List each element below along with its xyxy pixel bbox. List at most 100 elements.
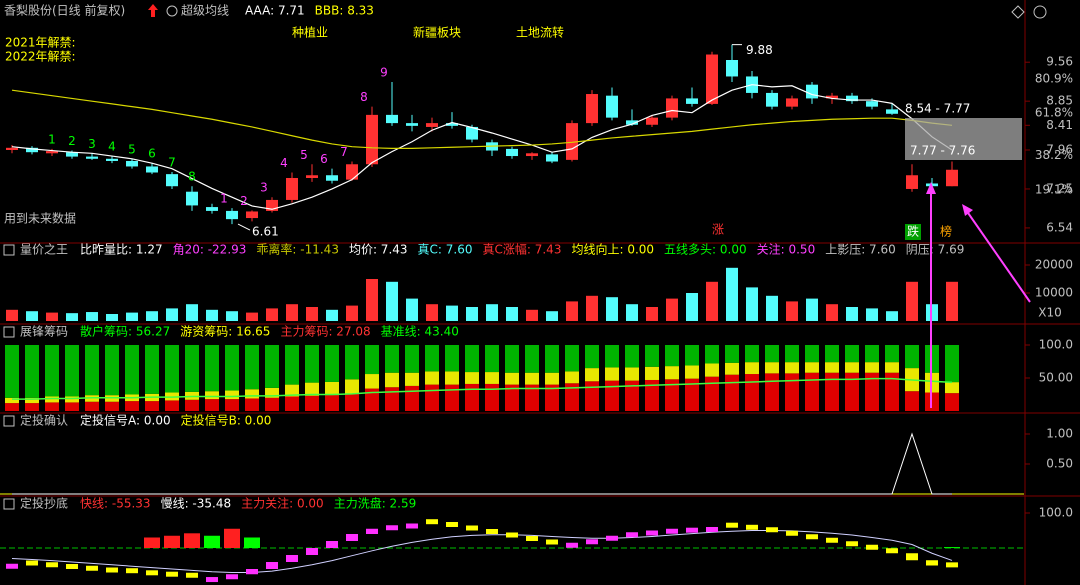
candle-body bbox=[826, 95, 838, 99]
chip-segment bbox=[805, 362, 819, 373]
chip-segment bbox=[505, 345, 519, 373]
panel-icon[interactable] bbox=[3, 244, 15, 256]
chip-segment bbox=[5, 397, 19, 404]
volume-bar bbox=[306, 307, 318, 321]
unlock-label: 2021年解禁: bbox=[5, 36, 76, 50]
chip-segment bbox=[345, 379, 359, 394]
panel-icon[interactable] bbox=[3, 415, 15, 427]
chip-segment bbox=[785, 373, 799, 411]
chip-segment bbox=[865, 372, 879, 411]
chip-segment bbox=[525, 384, 539, 411]
settings-icon[interactable] bbox=[166, 5, 178, 17]
window-icon[interactable] bbox=[1011, 5, 1025, 19]
wash-bar bbox=[204, 535, 220, 548]
volume-bar bbox=[826, 304, 838, 321]
volume-bar bbox=[366, 279, 378, 321]
chip-segment bbox=[645, 366, 659, 380]
fast-mark bbox=[186, 572, 198, 578]
chip-segment bbox=[845, 372, 859, 411]
fast-mark bbox=[466, 525, 478, 531]
candle-body bbox=[586, 94, 598, 124]
count-label: 6 bbox=[148, 147, 156, 161]
fast-mark bbox=[926, 560, 938, 566]
fast-mark bbox=[106, 567, 118, 573]
chip-segment bbox=[765, 373, 779, 411]
volume-bar bbox=[626, 304, 638, 321]
chip-segment bbox=[305, 345, 319, 383]
readout: 真C涨幅: 7.43 bbox=[483, 242, 562, 257]
chip-segment bbox=[25, 403, 39, 411]
fast-mark bbox=[626, 532, 638, 538]
chip-segment bbox=[645, 345, 659, 367]
chip-segment bbox=[285, 345, 299, 385]
candle-body bbox=[186, 191, 198, 206]
chip-segment bbox=[545, 345, 559, 373]
candle-body bbox=[26, 147, 38, 153]
chip-segment bbox=[865, 345, 879, 363]
chip-segment bbox=[545, 372, 559, 385]
window-icon[interactable] bbox=[1033, 5, 1047, 19]
indicator-name[interactable]: 超级均线 bbox=[181, 3, 229, 18]
chip-segment bbox=[865, 362, 879, 373]
volume-bar bbox=[106, 314, 118, 321]
chip-segment bbox=[585, 345, 599, 369]
candle-body bbox=[686, 98, 698, 104]
fast-mark bbox=[826, 537, 838, 543]
candle-body bbox=[146, 166, 158, 173]
readout: 上影压: 7.60 bbox=[825, 243, 896, 257]
sector-tag[interactable]: 新疆板块 bbox=[413, 25, 461, 40]
chip-segment bbox=[465, 372, 479, 384]
chip-segment bbox=[345, 345, 359, 380]
chip-segment bbox=[765, 362, 779, 374]
volume-bar bbox=[526, 309, 538, 321]
tag: 涨 bbox=[712, 222, 724, 237]
future-data-note: 用到未来数据 bbox=[4, 211, 76, 226]
chip-segment bbox=[465, 383, 479, 411]
fast-mark bbox=[346, 534, 358, 541]
panel-icon[interactable] bbox=[3, 498, 15, 510]
count-label: 8 bbox=[188, 170, 196, 184]
chip-segment bbox=[685, 345, 699, 366]
volume-bar bbox=[6, 309, 18, 321]
chip-segment bbox=[705, 376, 719, 411]
chip-segment bbox=[425, 345, 439, 372]
sector-tag[interactable]: 种植业 bbox=[292, 25, 328, 40]
volume-bar bbox=[386, 281, 398, 321]
volume-bar bbox=[126, 312, 138, 321]
fast-mark bbox=[386, 525, 398, 531]
volume-bar bbox=[786, 301, 798, 321]
candle-body bbox=[846, 95, 858, 102]
volume-bar bbox=[246, 312, 258, 321]
chip-segment bbox=[65, 345, 79, 397]
candle-body bbox=[86, 156, 98, 159]
readout: 散户筹码: 56.27 bbox=[80, 324, 170, 339]
sector-tag[interactable]: 土地流转 bbox=[516, 25, 564, 40]
volume-bar bbox=[726, 267, 738, 321]
chip-segment bbox=[585, 368, 599, 382]
panel-icon[interactable] bbox=[3, 326, 15, 338]
panel-title: 展锋筹码 bbox=[20, 325, 68, 339]
candle-body bbox=[526, 153, 538, 157]
chip-segment bbox=[25, 345, 39, 398]
chip-segment bbox=[405, 345, 419, 373]
count-label: 1 bbox=[220, 192, 228, 206]
chip-segment bbox=[725, 374, 739, 411]
count-label: 4 bbox=[108, 140, 116, 154]
fast-mark bbox=[566, 542, 578, 548]
volume-bar bbox=[686, 293, 698, 321]
fast-mark bbox=[226, 574, 238, 580]
candle-body bbox=[386, 114, 398, 124]
y-tick-label: 20000 bbox=[1035, 258, 1073, 272]
fast-mark bbox=[726, 522, 738, 528]
chip-segment bbox=[605, 345, 619, 368]
fast-mark bbox=[426, 519, 438, 525]
fast-mark bbox=[586, 539, 598, 545]
volume-bar bbox=[866, 308, 878, 321]
volume-bar bbox=[906, 281, 918, 321]
chip-segment bbox=[85, 401, 99, 411]
range-label: 7.77 - 7.76 bbox=[910, 144, 975, 158]
volume-bar bbox=[446, 305, 458, 321]
fast-mark bbox=[706, 527, 718, 532]
volume-bar bbox=[806, 298, 818, 321]
